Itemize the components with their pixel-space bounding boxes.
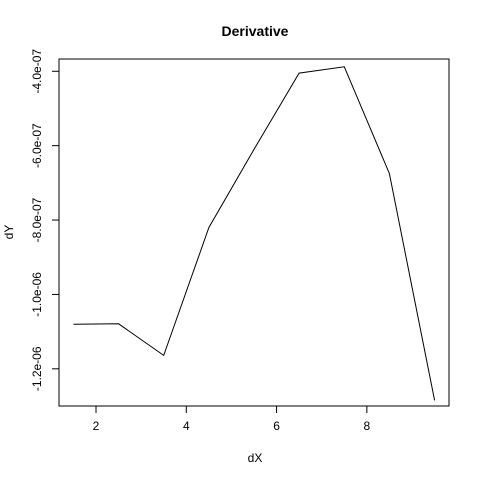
y-axis: -1.2e-06 -1.0e-06 -8.0e-07 -6.0e-07 -4.0e-07 [30, 49, 60, 391]
y-axis-label: dY [2, 225, 16, 240]
y-tick-label: -6.0e-07 [30, 123, 44, 168]
x-axis: 2 4 6 8 [93, 405, 371, 433]
y-tick-label: -1.0e-06 [30, 272, 44, 317]
x-axis-label: dX [248, 451, 263, 465]
y-tick-label: -4.0e-07 [30, 49, 44, 94]
series-group [73, 66, 436, 401]
x-tick-label: 6 [273, 419, 280, 433]
x-tick-label: 8 [364, 419, 371, 433]
y-tick-label: -8.0e-07 [30, 197, 44, 242]
series-line [73, 66, 436, 401]
plot-frame [58, 58, 450, 407]
chart-title: Derivative [222, 23, 289, 39]
x-tick-label: 4 [183, 419, 190, 433]
y-tick-label: -1.2e-06 [30, 346, 44, 391]
x-tick-label: 2 [93, 419, 100, 433]
